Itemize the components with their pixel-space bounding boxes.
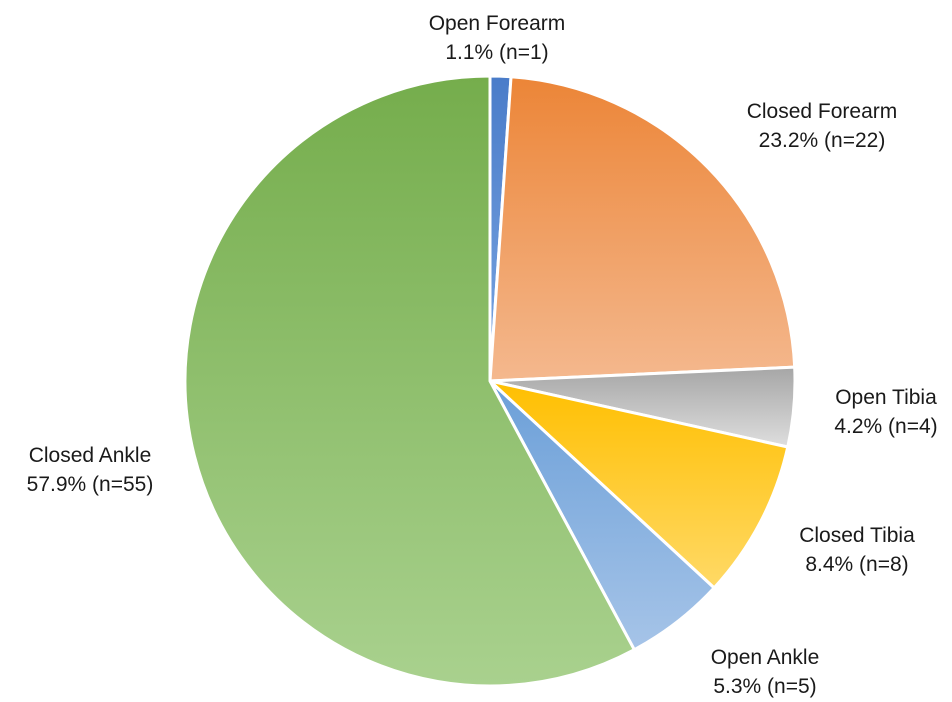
label-value: 4.2% (n=4) xyxy=(834,415,937,438)
label-category: Open Forearm xyxy=(429,12,566,35)
slice-closed-ankle xyxy=(183,74,636,688)
label-category: Open Ankle xyxy=(711,646,820,669)
label-open-forearm: Open Forearm 1.1% (n=1) xyxy=(429,12,566,64)
label-value: 57.9% (n=55) xyxy=(27,473,154,496)
label-category: Closed Forearm xyxy=(747,100,898,123)
label-closed-ankle: Closed Ankle 57.9% (n=55) xyxy=(27,444,154,496)
label-category: Closed Ankle xyxy=(29,444,152,467)
label-value: 1.1% (n=1) xyxy=(445,41,548,64)
label-value: 8.4% (n=8) xyxy=(805,553,908,576)
label-category: Closed Tibia xyxy=(799,524,915,547)
pie-slices xyxy=(183,74,797,688)
label-closed-tibia: Closed Tibia 8.4% (n=8) xyxy=(799,524,915,576)
slice-closed-tibia xyxy=(488,379,790,590)
label-value: 23.2% (n=22) xyxy=(759,129,886,152)
label-closed-forearm: Closed Forearm 23.2% (n=22) xyxy=(747,100,898,152)
label-category: Open Tibia xyxy=(835,386,937,409)
label-open-ankle: Open Ankle 5.3% (n=5) xyxy=(711,646,820,698)
label-value: 5.3% (n=5) xyxy=(713,675,816,698)
label-open-tibia: Open Tibia 4.2% (n=4) xyxy=(834,386,937,438)
slice-closed-forearm xyxy=(488,75,797,383)
pie-labels: Open Forearm 1.1% (n=1) Closed Forearm 23.2… xyxy=(27,12,938,698)
